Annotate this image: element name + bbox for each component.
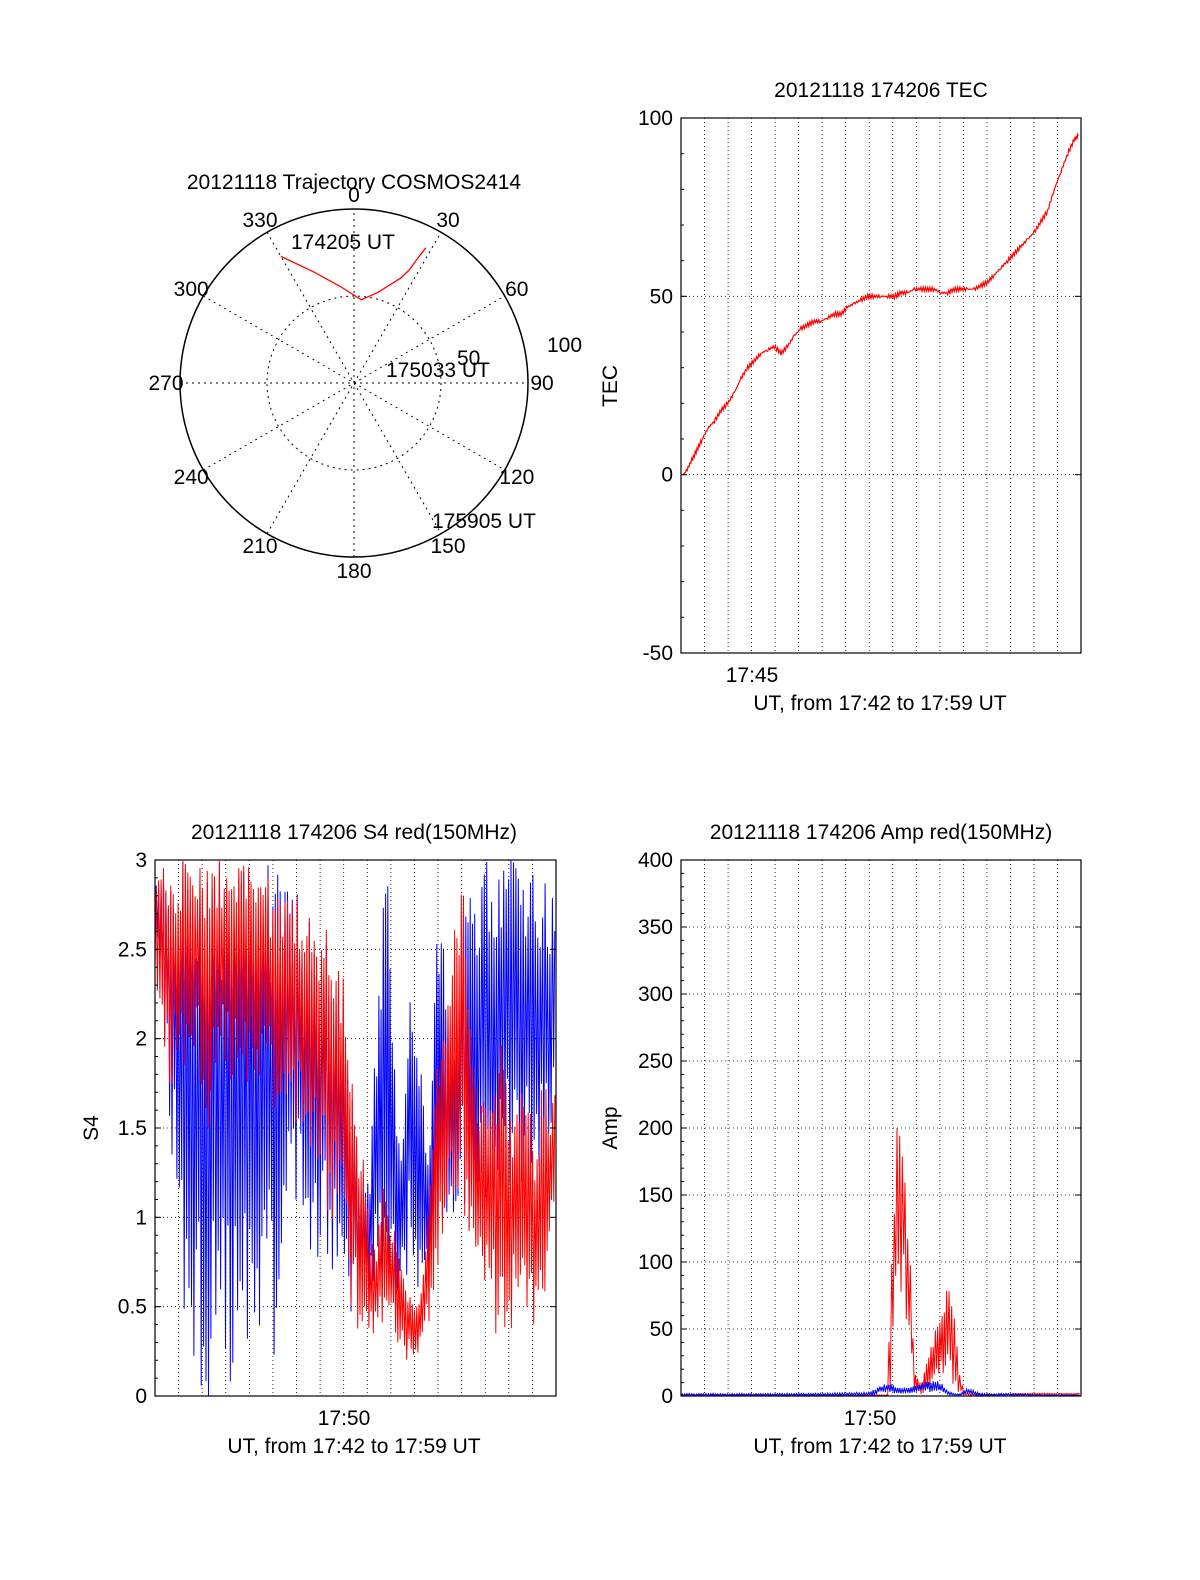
azimuth-label: 150: [430, 535, 465, 558]
trajectory-start-label: 174205 UT: [291, 231, 395, 254]
azimuth-label: 90: [530, 372, 553, 395]
tec-x-axis-label: UT, from 17:42 to 17:59 UT: [753, 692, 1006, 715]
trajectory-outer-circle: [179, 208, 529, 558]
trajectory-panel: 20121118 Trajectory COSMOS2414 0 30 60 90 12…: [148, 171, 582, 583]
s4-y-axis-label: S4: [80, 1115, 103, 1141]
tec-series: [682, 132, 1079, 476]
tec-title: 20121118 174206 TEC: [774, 79, 988, 102]
amp-red-line: [680, 1127, 1081, 1398]
y-tick-label: 100: [638, 1251, 673, 1274]
y-tick-label: 300: [638, 983, 673, 1006]
azimuth-label: 180: [336, 560, 371, 583]
azimuth-label: 60: [505, 278, 528, 301]
azimuth-label: 270: [148, 372, 183, 395]
y-tick-label: 50: [650, 1318, 673, 1341]
elevation-label-100: 100: [547, 334, 582, 357]
y-tick-label: 1.5: [118, 1117, 147, 1140]
trajectory-mid-label: 175033 UT: [386, 359, 490, 382]
amp-y-axis-label: Amp: [599, 1106, 622, 1149]
azimuth-label: 240: [174, 466, 209, 489]
azimuth-spoke: [266, 232, 442, 534]
tec-grid: [681, 118, 1081, 653]
y-tick-label: 1: [135, 1206, 147, 1229]
y-tick-label: 0: [661, 1385, 673, 1408]
s4-x-tick-label: 17:50: [318, 1407, 371, 1430]
amp-blue-line: [680, 1381, 1081, 1398]
trajectory-end-label: 175905 UT: [432, 510, 536, 533]
y-tick-label: 250: [638, 1050, 673, 1073]
elevation-ring: [266, 295, 442, 471]
tec-x-tick-label: 17:45: [726, 664, 779, 687]
y-tick-label: 2.5: [118, 938, 147, 961]
azimuth-label: 120: [499, 466, 534, 489]
azimuth-label: 0: [348, 184, 360, 207]
amp-series: [680, 1127, 1081, 1398]
y-tick-label: 2: [135, 1028, 147, 1051]
trajectory-title: 20121118 Trajectory COSMOS2414: [187, 171, 522, 194]
y-tick-label: 0.5: [118, 1296, 147, 1319]
amp-title: 20121118 174206 Amp red(150MHz): [710, 821, 1052, 844]
s4-panel: 20121118 174206 S4 red(150MHz) 3 2.5 2 1.5 1…: [80, 821, 557, 1458]
y-tick-label: 350: [638, 916, 673, 939]
azimuth-label: 30: [436, 209, 459, 232]
amp-panel: 20121118 174206 Amp red(150MHz) 400 350 30…: [599, 821, 1082, 1458]
s4-red-line: [154, 860, 556, 1360]
tec-plot-frame: [680, 117, 1082, 654]
trajectory-line: [280, 247, 427, 301]
azimuth-label: 210: [242, 535, 277, 558]
s4-series: [154, 860, 556, 1396]
trajectory-track: [280, 247, 427, 301]
y-tick-label: 50: [650, 285, 673, 308]
s4-x-axis-label: UT, from 17:42 to 17:59 UT: [227, 1435, 480, 1458]
azimuth-label: 330: [242, 209, 277, 232]
tec-y-axis-label: TEC: [599, 365, 622, 407]
y-tick-label: 200: [638, 1117, 673, 1140]
tec-panel: 20121118 174206 TEC 100 50 0 -50 17:45 UT, …: [599, 79, 1082, 715]
s4-title: 20121118 174206 S4 red(150MHz): [191, 821, 517, 844]
amp-x-tick-label: 17:50: [844, 1407, 897, 1430]
y-tick-label: 400: [638, 849, 673, 872]
azimuth-labels: 0 30 60 90 120 150 180 210 240 270 300 330: [148, 184, 553, 583]
tec-line: [682, 132, 1079, 476]
tec-y-ticks: 100 50 0 -50: [638, 107, 1081, 665]
y-tick-label: 3: [135, 849, 147, 872]
y-tick-label: 150: [638, 1184, 673, 1207]
y-tick-label: -50: [643, 642, 673, 665]
y-tick-label: 0: [135, 1385, 147, 1408]
s4-y-ticks: 3 2.5 2 1.5 1 0.5 0: [118, 849, 556, 1408]
trajectory-grid: [180, 209, 528, 557]
amp-x-axis-label: UT, from 17:42 to 17:59 UT: [753, 1435, 1006, 1458]
amp-grid: [681, 860, 1081, 1396]
azimuth-label: 300: [174, 278, 209, 301]
elevation-label-50: 50: [457, 347, 480, 370]
y-tick-label: 100: [638, 107, 673, 130]
amp-y-ticks: 400 350 300 250 200 150 100 50 0: [638, 849, 1081, 1408]
y-tick-label: 0: [661, 464, 673, 487]
